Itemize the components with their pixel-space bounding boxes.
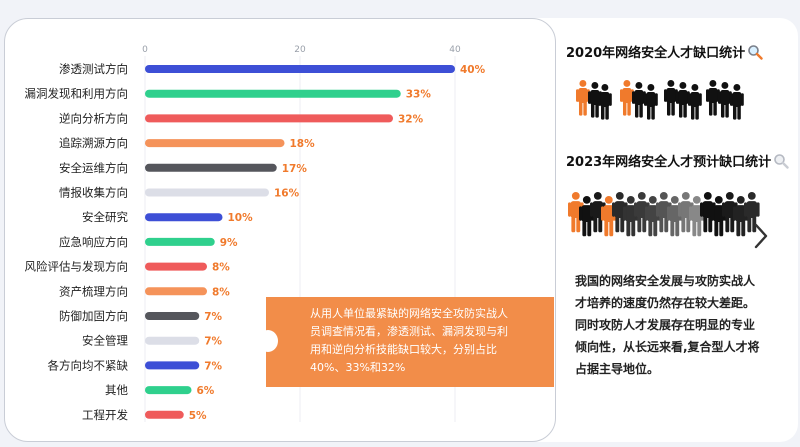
value-label: 8% [212, 286, 230, 298]
category-label: 安全运维方向 [59, 161, 128, 175]
person-figure [688, 84, 702, 120]
people-group-icon [576, 76, 751, 128]
category-label: 情报收集方向 [59, 186, 128, 200]
magnifier-icon [748, 44, 763, 60]
value-label: 10% [228, 212, 254, 224]
bar [145, 312, 200, 320]
value-label: 7% [204, 360, 222, 372]
value-label: 7% [204, 336, 222, 348]
category-label: 应急响应方向 [59, 235, 128, 249]
person-figure [644, 84, 658, 120]
chevron-right-icon[interactable] [752, 222, 770, 250]
value-label: 16% [274, 188, 300, 200]
bar [145, 65, 455, 73]
category-label: 资产梳理方向 [59, 284, 128, 298]
summary-text: 我国的网络安全发展与攻防实战人 才培养的速度仍然存在较大差距。 同时攻防人才发展… [575, 270, 790, 380]
person-figure [700, 192, 716, 233]
category-label: 安全研究 [82, 210, 128, 224]
category-label: 其他 [105, 383, 128, 397]
person-figure [576, 80, 590, 116]
person-figure [620, 80, 634, 116]
bar [145, 361, 200, 370]
title-2020: 2020年网络安全人才缺口统计 [566, 42, 763, 61]
value-label: 17% [282, 163, 308, 175]
person-figure [730, 84, 744, 120]
category-label: 追踪溯源方向 [59, 136, 128, 150]
person-figure [744, 192, 760, 233]
person-figure [689, 196, 705, 237]
value-label: 6% [197, 385, 215, 397]
bar [145, 163, 277, 172]
person-figure [612, 192, 628, 233]
bar [145, 336, 200, 345]
summary-line: 占据主导地位。 [575, 362, 660, 376]
value-label: 7% [204, 311, 222, 323]
callout-line: 员调查情况看，渗透测试、漏洞发现与利 [310, 325, 508, 338]
person-figure [598, 84, 612, 120]
summary-line: 同时攻防人才发展存在明显的专业 [575, 318, 756, 332]
person-figure [667, 196, 683, 237]
category-label: 渗透测试方向 [59, 62, 128, 76]
bar [145, 213, 223, 222]
category-label: 逆向分析方向 [59, 111, 128, 125]
category-label: 风险评估与发现方向 [25, 260, 129, 274]
category-label: 安全管理 [82, 334, 128, 348]
summary-line: 才培养的速度仍然存在较大差距。 [575, 296, 756, 310]
callout-line: 40%、33%和32% [310, 361, 406, 374]
title-2023: 2023年网络安全人才预计缺口统计 [566, 151, 789, 170]
value-label: 9% [220, 237, 238, 249]
value-label: 40% [460, 64, 486, 76]
summary-line: 我国的网络安全发展与攻防实战人 [575, 274, 756, 288]
person-figure [706, 80, 720, 116]
right-panel [520, 18, 798, 442]
callout-notch [258, 330, 278, 352]
bar [145, 287, 207, 296]
summary-line: 倾向性，从长远来看,复合型人才将 [575, 340, 760, 354]
category-label: 各方向均不紧缺 [48, 358, 129, 372]
value-label: 32% [398, 113, 424, 125]
title-2023-text: 2023年网络安全人才预计缺口统计 [566, 155, 772, 170]
x-tick-label: 20 [294, 45, 306, 55]
callout-line: 用和逆向分析技能缺口较大，分别占比 [310, 343, 497, 356]
bar [145, 114, 393, 123]
person-figure [632, 82, 646, 118]
category-label: 防御加固方向 [59, 309, 128, 323]
person-figure [664, 80, 678, 116]
bar [145, 410, 184, 419]
category-label: 工程开发 [82, 408, 128, 422]
person-figure [676, 82, 690, 118]
bar [145, 262, 207, 271]
callout-box: 从用人单位最紧缺的网络安全攻防实战人 员调查情况看，渗透测试、漏洞发现与利 用和… [266, 297, 554, 387]
bar [145, 237, 215, 246]
bar [145, 89, 401, 98]
person-figure [718, 82, 732, 118]
bar [145, 139, 285, 148]
x-tick-label: 0 [142, 45, 148, 55]
person-figure [588, 82, 602, 118]
x-tick-label: 40 [449, 45, 461, 55]
bar [145, 188, 269, 197]
people-group-icon [568, 190, 768, 250]
value-label: 18% [290, 138, 316, 150]
value-label: 8% [212, 262, 230, 274]
person-figure [601, 196, 617, 237]
person-figure [656, 192, 672, 233]
bar [145, 386, 192, 395]
category-label: 漏洞发现和利用方向 [25, 87, 129, 101]
value-label: 5% [189, 410, 207, 422]
title-2020-text: 2020年网络安全人才缺口统计 [566, 46, 746, 61]
callout-line: 从用人单位最紧缺的网络安全攻防实战人 [310, 307, 508, 320]
magnifier-icon [774, 153, 789, 169]
value-label: 33% [406, 89, 432, 101]
